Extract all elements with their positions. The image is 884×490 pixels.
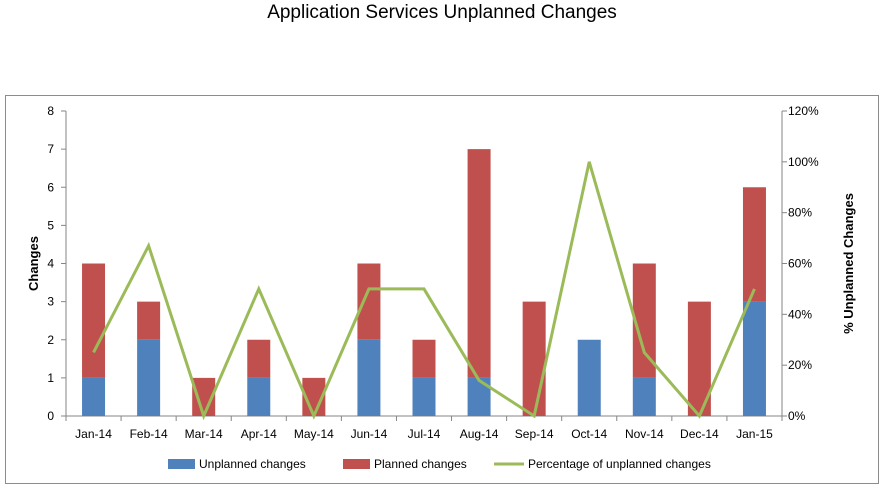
x-tick-label: Aug-14 (460, 427, 499, 441)
x-tick-label: Jan-15 (736, 427, 773, 441)
legend-percentage-label: Percentage of unplanned changes (528, 457, 711, 471)
y2-tick-label: 60% (788, 257, 812, 271)
x-tick-label: Sep-14 (515, 427, 554, 441)
y2-axis-title: % Unplanned Changes (841, 193, 856, 334)
y-tick-label: 8 (47, 104, 54, 118)
y-tick-label: 2 (47, 333, 54, 347)
x-tick-label: May-14 (294, 427, 334, 441)
legend-planned-swatch (343, 459, 370, 469)
y2-tick-label: 0% (788, 409, 806, 423)
bar-planned (632, 263, 656, 378)
bar-unplanned (467, 377, 491, 416)
legend-planned-label: Planned changes (374, 457, 467, 471)
bar-unplanned (137, 339, 161, 416)
bar-planned (357, 263, 381, 340)
y-tick-label: 0 (47, 409, 54, 423)
legend-unplanned-swatch (168, 459, 195, 469)
y2-tick-label: 120% (788, 104, 819, 118)
bar-planned (467, 149, 491, 378)
bar-planned (687, 301, 711, 416)
bar-unplanned (247, 377, 271, 416)
y-tick-label: 6 (47, 180, 54, 194)
x-tick-label: Jan-14 (75, 427, 112, 441)
x-tick-label: Dec-14 (680, 427, 719, 441)
y-tick-label: 3 (47, 295, 54, 309)
x-tick-label: Mar-14 (185, 427, 223, 441)
y2-tick-label: 80% (788, 206, 812, 220)
bar-planned (247, 339, 271, 378)
bar-planned (82, 263, 106, 378)
x-tick-label: Oct-14 (571, 427, 607, 441)
line-percentage-unplanned (92, 161, 756, 421)
y-tick-label: 7 (47, 142, 54, 156)
bar-planned (412, 339, 436, 378)
y2-tick-label: 40% (788, 307, 812, 321)
x-tick-label: Jul-14 (408, 427, 441, 441)
y-tick-label: 5 (47, 218, 54, 232)
y-axis-title: Changes (26, 236, 41, 291)
y2-tick-label: 20% (788, 358, 812, 372)
bar-planned (742, 187, 766, 302)
bar-unplanned (412, 377, 436, 416)
y2-tick-label: 100% (788, 155, 819, 169)
bar-unplanned (357, 339, 381, 416)
chart-frame (5, 95, 879, 484)
y-tick-label: 1 (47, 371, 54, 385)
bar-planned (137, 301, 161, 340)
x-tick-label: Apr-14 (241, 427, 277, 441)
bar-unplanned (742, 301, 766, 416)
chart-title: Application Services Unplanned Changes (267, 2, 617, 23)
x-tick-label: Feb-14 (130, 427, 168, 441)
legend-unplanned-label: Unplanned changes (199, 457, 306, 471)
x-tick-label: Jun-14 (351, 427, 388, 441)
bar-unplanned (577, 339, 601, 416)
bar-unplanned (632, 377, 656, 416)
bar-planned (522, 301, 546, 416)
y-tick-label: 4 (47, 257, 54, 271)
x-tick-label: Nov-14 (625, 427, 664, 441)
bar-unplanned (82, 377, 106, 416)
